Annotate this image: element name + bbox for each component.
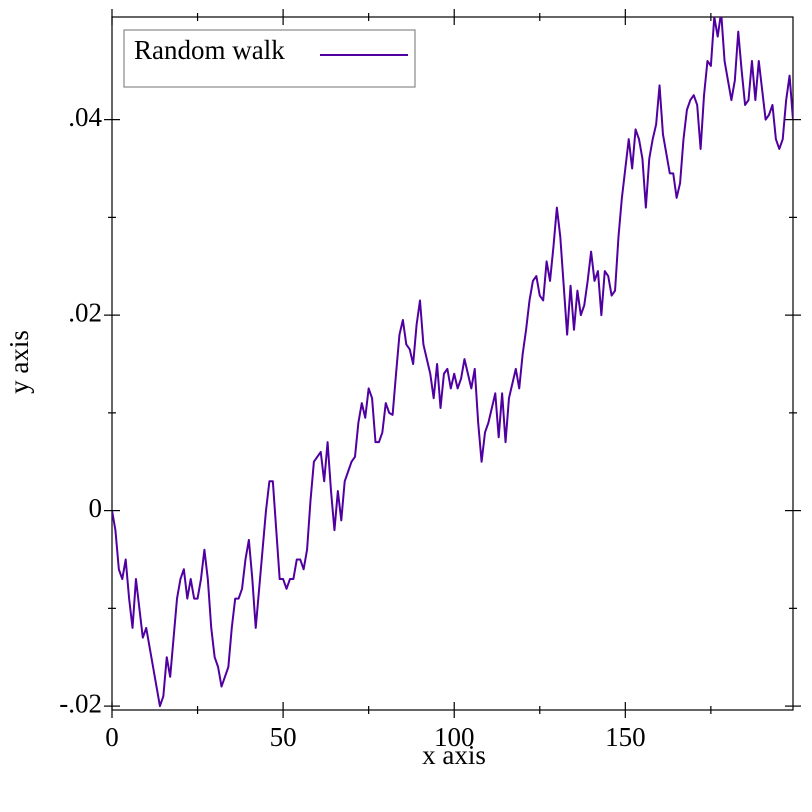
y-tick-label: .04 [68, 102, 102, 132]
x-axis-label: x axis [422, 740, 486, 770]
plot-frame [111, 16, 794, 711]
y-tick-label: 0 [89, 493, 103, 523]
x-tick-label: 100 [434, 722, 475, 752]
plot-area [112, 17, 793, 708]
x-tick-label: 50 [270, 722, 297, 752]
y-tick-label: -.02 [59, 688, 102, 718]
series-line [112, 17, 793, 708]
legend-label: Random walk [134, 35, 285, 65]
y-tick-label: .02 [68, 297, 102, 327]
y-axis-label: y axis [4, 330, 34, 394]
legend-box [123, 29, 416, 88]
x-tick-label: 0 [105, 722, 119, 752]
x-tick-label: 150 [605, 722, 646, 752]
